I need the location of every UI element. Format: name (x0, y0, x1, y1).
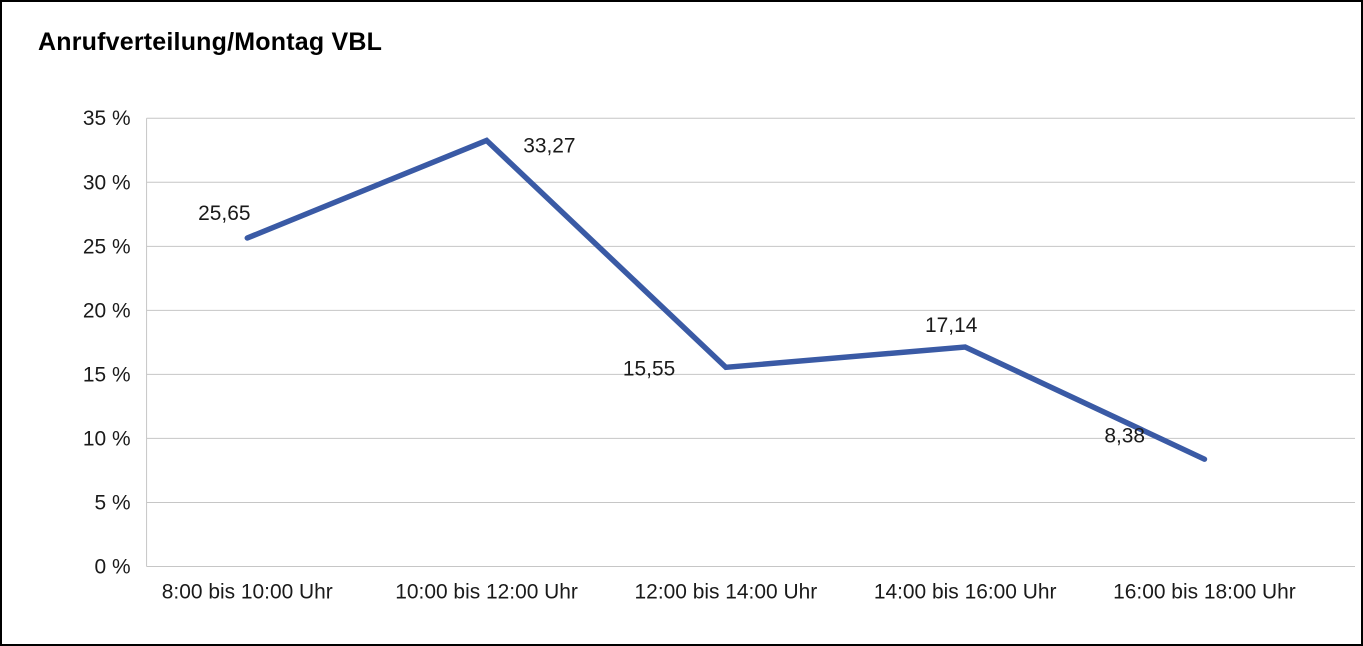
y-tick-label: 15 % (83, 363, 131, 386)
y-tick-label: 30 % (83, 171, 131, 194)
series-line (244, 137, 1208, 462)
data-label: 15,55 (623, 357, 675, 380)
x-tick-label: 16:00 bis 18:00 Uhr (1113, 580, 1296, 603)
y-tick-label: 25 % (83, 235, 131, 258)
data-label: 8,38 (1104, 424, 1145, 447)
x-tick-label: 10:00 bis 12:00 Uhr (395, 580, 578, 603)
x-tick-label: 12:00 bis 14:00 Uhr (635, 580, 818, 603)
chart-title: Anrufverteilung/Montag VBL (38, 28, 383, 56)
y-tick-label: 5 % (95, 491, 131, 514)
x-tick-label: 8:00 bis 10:00 Uhr (162, 580, 333, 603)
x-tick-label: 14:00 bis 16:00 Uhr (874, 580, 1057, 603)
data-label: 33,27 (523, 134, 575, 157)
y-tick-label: 20 % (83, 299, 131, 322)
y-tick-label: 10 % (83, 427, 131, 450)
data-label: 25,65 (198, 202, 250, 225)
y-tick-label: 0 % (95, 555, 131, 578)
data-label: 17,14 (925, 314, 977, 337)
y-tick-label: 35 % (83, 107, 131, 130)
